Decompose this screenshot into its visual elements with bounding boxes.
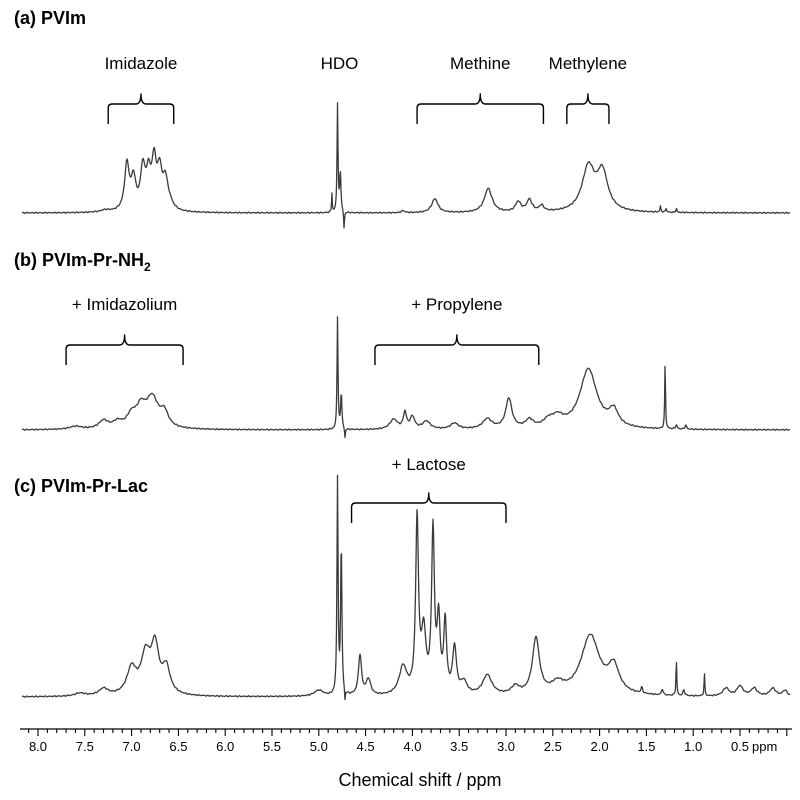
x-axis-title: Chemical shift / ppm [338, 770, 501, 790]
x-tick-label: 6.0 [216, 739, 234, 754]
x-tick-label: 0.5 [731, 739, 749, 754]
panel-b-title: (b) PVIm-Pr-NH2 [14, 250, 151, 274]
region-label: Imidazole [105, 54, 178, 73]
region-brace [350, 492, 507, 523]
region-label: + Propylene [411, 295, 502, 314]
x-tick-label: 4.0 [403, 739, 421, 754]
x-tick-label: 2.0 [591, 739, 609, 754]
spectrum-trace-pvim-pr-lac [21, 474, 791, 701]
x-tick-label: 5.0 [310, 739, 328, 754]
x-tick-label: 3.5 [450, 739, 468, 754]
x-tick-label: 1.5 [637, 739, 655, 754]
x-tick-label: 2.5 [544, 739, 562, 754]
x-tick-label: 4.5 [357, 739, 375, 754]
panel-c-title: (c) PVIm-Pr-Lac [14, 476, 148, 496]
panel-a-title: (a) PVIm [14, 8, 86, 28]
x-tick-label: 7.5 [76, 739, 94, 754]
spectrum-trace-pvim-pr-nh2 [21, 316, 791, 439]
panel-b-title-subscript: 2 [144, 260, 151, 274]
x-tick-label: 3.0 [497, 739, 515, 754]
region-label: HDO [321, 54, 359, 73]
region-annotations: Imidazole HDO Methine Methylene + Imidazoliu… [65, 54, 627, 523]
region-brace [566, 93, 610, 124]
region-label: + Imidazolium [72, 295, 177, 314]
region-label: Methine [450, 54, 510, 73]
x-tick-label: 5.5 [263, 739, 281, 754]
region-label: Methylene [549, 54, 627, 73]
x-tick-label: 6.5 [169, 739, 187, 754]
spectrum-trace-pvim [21, 102, 791, 229]
x-axis-unit-label: ppm [752, 739, 777, 754]
region-brace [374, 334, 540, 365]
region-brace [416, 93, 545, 124]
x-axis-ticks: 8.0 7.5 7.0 6.5 6.0 5.5 5.0 4.5 4.0 3.5 3.0 2.5 2.0 1… [28, 729, 788, 754]
x-tick-label: 8.0 [29, 739, 47, 754]
region-label: + Lactose [392, 455, 466, 474]
region-brace [65, 334, 184, 365]
region-brace [107, 93, 175, 124]
x-tick-label: 7.0 [123, 739, 141, 754]
panel-b-title-main: (b) PVIm-Pr-NH [14, 250, 144, 270]
x-tick-label: 1.0 [684, 739, 702, 754]
